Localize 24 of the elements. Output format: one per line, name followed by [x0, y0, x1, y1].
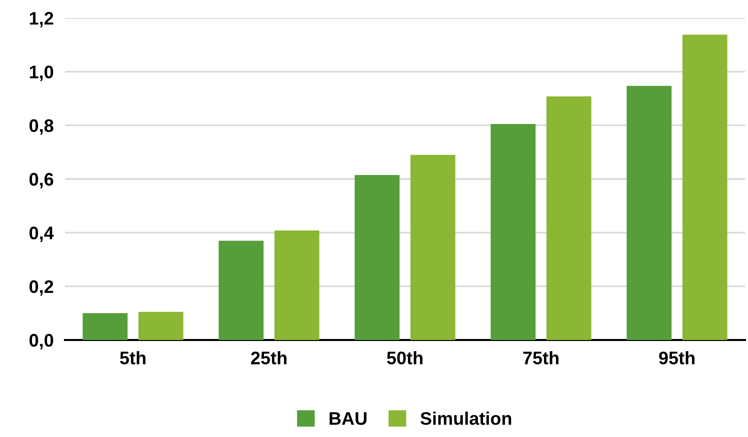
- bar: [274, 230, 320, 340]
- y-tick-label: 0,2: [30, 280, 54, 296]
- y-tick-label: 0,6: [30, 172, 54, 188]
- bar: [490, 124, 536, 340]
- y-tick-label: 1,0: [30, 66, 54, 82]
- y-tick-label: 0,0: [30, 334, 54, 350]
- bar: [682, 34, 728, 340]
- bar: [410, 154, 456, 340]
- bar: [218, 240, 264, 340]
- legend-label: BAU: [330, 412, 366, 425]
- bar: [138, 312, 184, 340]
- x-tick-label: 25th: [251, 351, 286, 364]
- y-tick-label: 0,4: [30, 226, 54, 242]
- x-tick-label: 95th: [659, 351, 694, 364]
- y-tick-label: 0,8: [30, 119, 54, 135]
- y-tick-label: 1,2: [30, 12, 54, 28]
- bar: [82, 313, 128, 340]
- bar: [354, 174, 400, 340]
- x-tick-label: 75th: [523, 351, 558, 364]
- x-tick-label: 5th: [120, 351, 146, 364]
- bar: [626, 86, 672, 340]
- legend-label: Simulation: [420, 412, 512, 425]
- bar: [546, 96, 592, 340]
- x-tick-label: 50th: [386, 351, 422, 364]
